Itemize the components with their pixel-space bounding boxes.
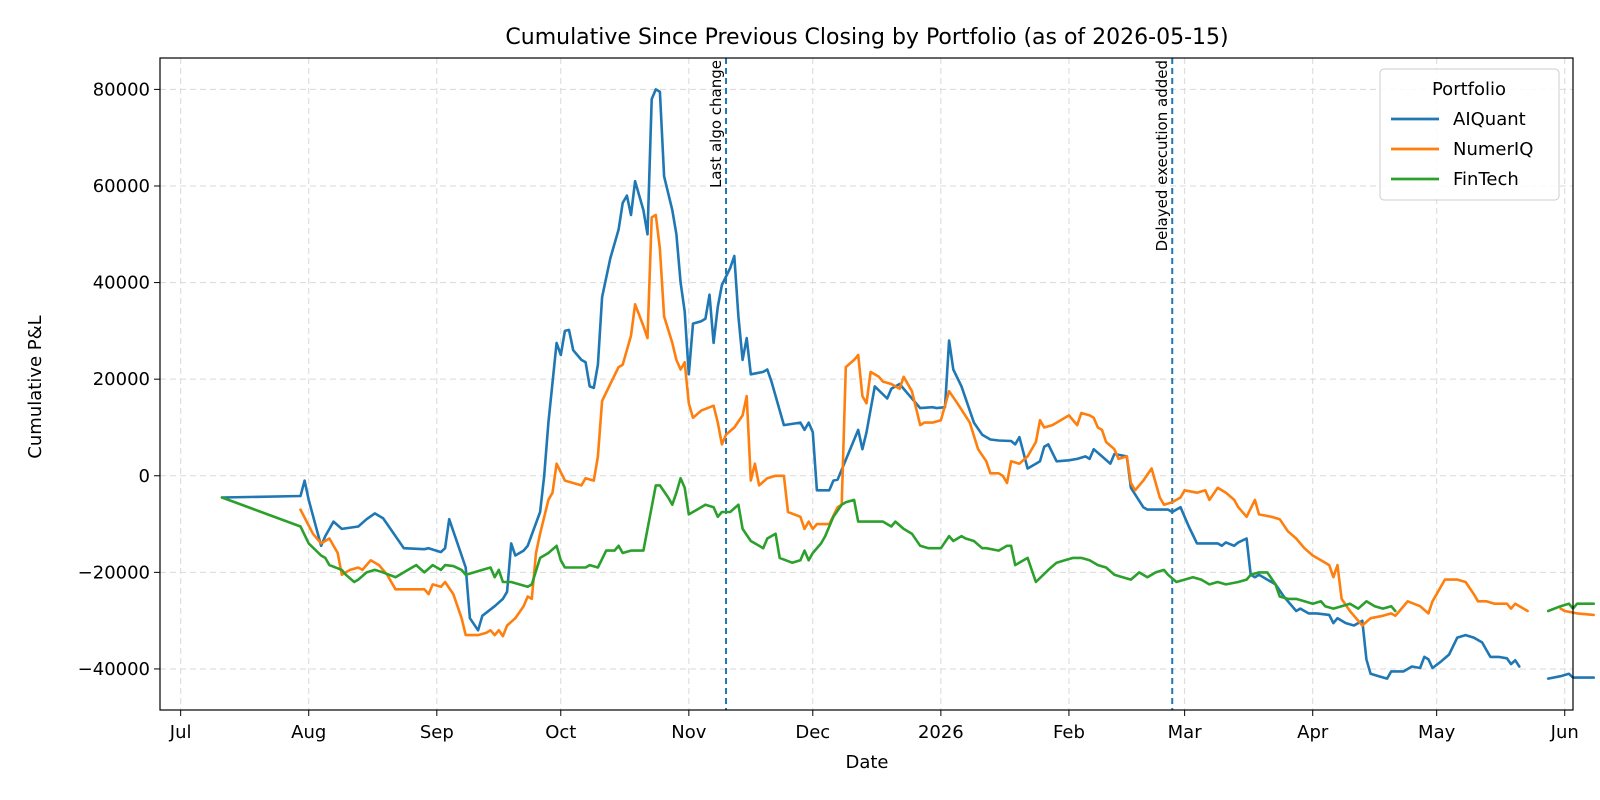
y-axis-title: Cumulative P&L xyxy=(25,315,46,458)
x-axis-ticks: Jul Aug Sep Oct Nov Dec 2026 Feb Mar Apr May Jun xyxy=(169,710,1579,743)
x-tick-label: Jul xyxy=(169,722,192,743)
y-tick-label: −40000 xyxy=(78,659,150,680)
legend-frame xyxy=(1379,68,1560,201)
series-layer xyxy=(220,88,1595,680)
legend: Portfolio AIQuant NumerIQ FinTech xyxy=(1379,68,1560,201)
x-tick-label: Jun xyxy=(1550,722,1579,743)
x-tick-label: 2026 xyxy=(918,722,964,743)
y-tick-label: 20000 xyxy=(93,369,150,390)
legend-items: AIQuant NumerIQ FinTech xyxy=(1391,109,1533,190)
y-tick-label: 60000 xyxy=(93,176,150,197)
x-tick-label: Nov xyxy=(671,722,706,743)
y-tick-label: 0 xyxy=(139,466,150,487)
annotation-layer: Last algo change Delayed execution added xyxy=(707,58,1174,710)
y-tick-label: 80000 xyxy=(93,79,150,100)
series-line-numeriq xyxy=(299,213,1595,638)
chart-title: Cumulative Since Previous Closing by Por… xyxy=(505,25,1228,50)
legend-title: Portfolio xyxy=(1432,79,1506,100)
annotation-label: Last algo change xyxy=(707,60,725,188)
y-axis-ticks: −40000 −20000 0 20000 40000 60000 80000 xyxy=(78,79,160,680)
series-line-fintech xyxy=(220,476,1595,613)
grid-lines xyxy=(160,58,1573,710)
legend-label-fintech: FinTech xyxy=(1453,169,1519,190)
x-tick-label: Feb xyxy=(1053,722,1085,743)
legend-label-aiquant: AIQuant xyxy=(1453,109,1526,130)
y-tick-label: −20000 xyxy=(78,562,150,583)
legend-label-numeriq: NumerIQ xyxy=(1453,139,1533,160)
x-tick-label: Sep xyxy=(420,722,454,743)
x-tick-label: Oct xyxy=(545,722,576,743)
y-tick-label: 40000 xyxy=(93,273,150,294)
x-axis-title: Date xyxy=(845,752,888,773)
x-tick-label: Dec xyxy=(795,722,830,743)
x-tick-label: May xyxy=(1418,722,1456,743)
annotation-label: Delayed execution added xyxy=(1153,60,1171,251)
series-line-aiquant xyxy=(220,88,1595,680)
x-tick-label: Aug xyxy=(291,722,326,743)
x-tick-label: Apr xyxy=(1297,722,1329,743)
plot-area-frame xyxy=(159,57,1574,711)
x-tick-label: Mar xyxy=(1168,722,1203,743)
